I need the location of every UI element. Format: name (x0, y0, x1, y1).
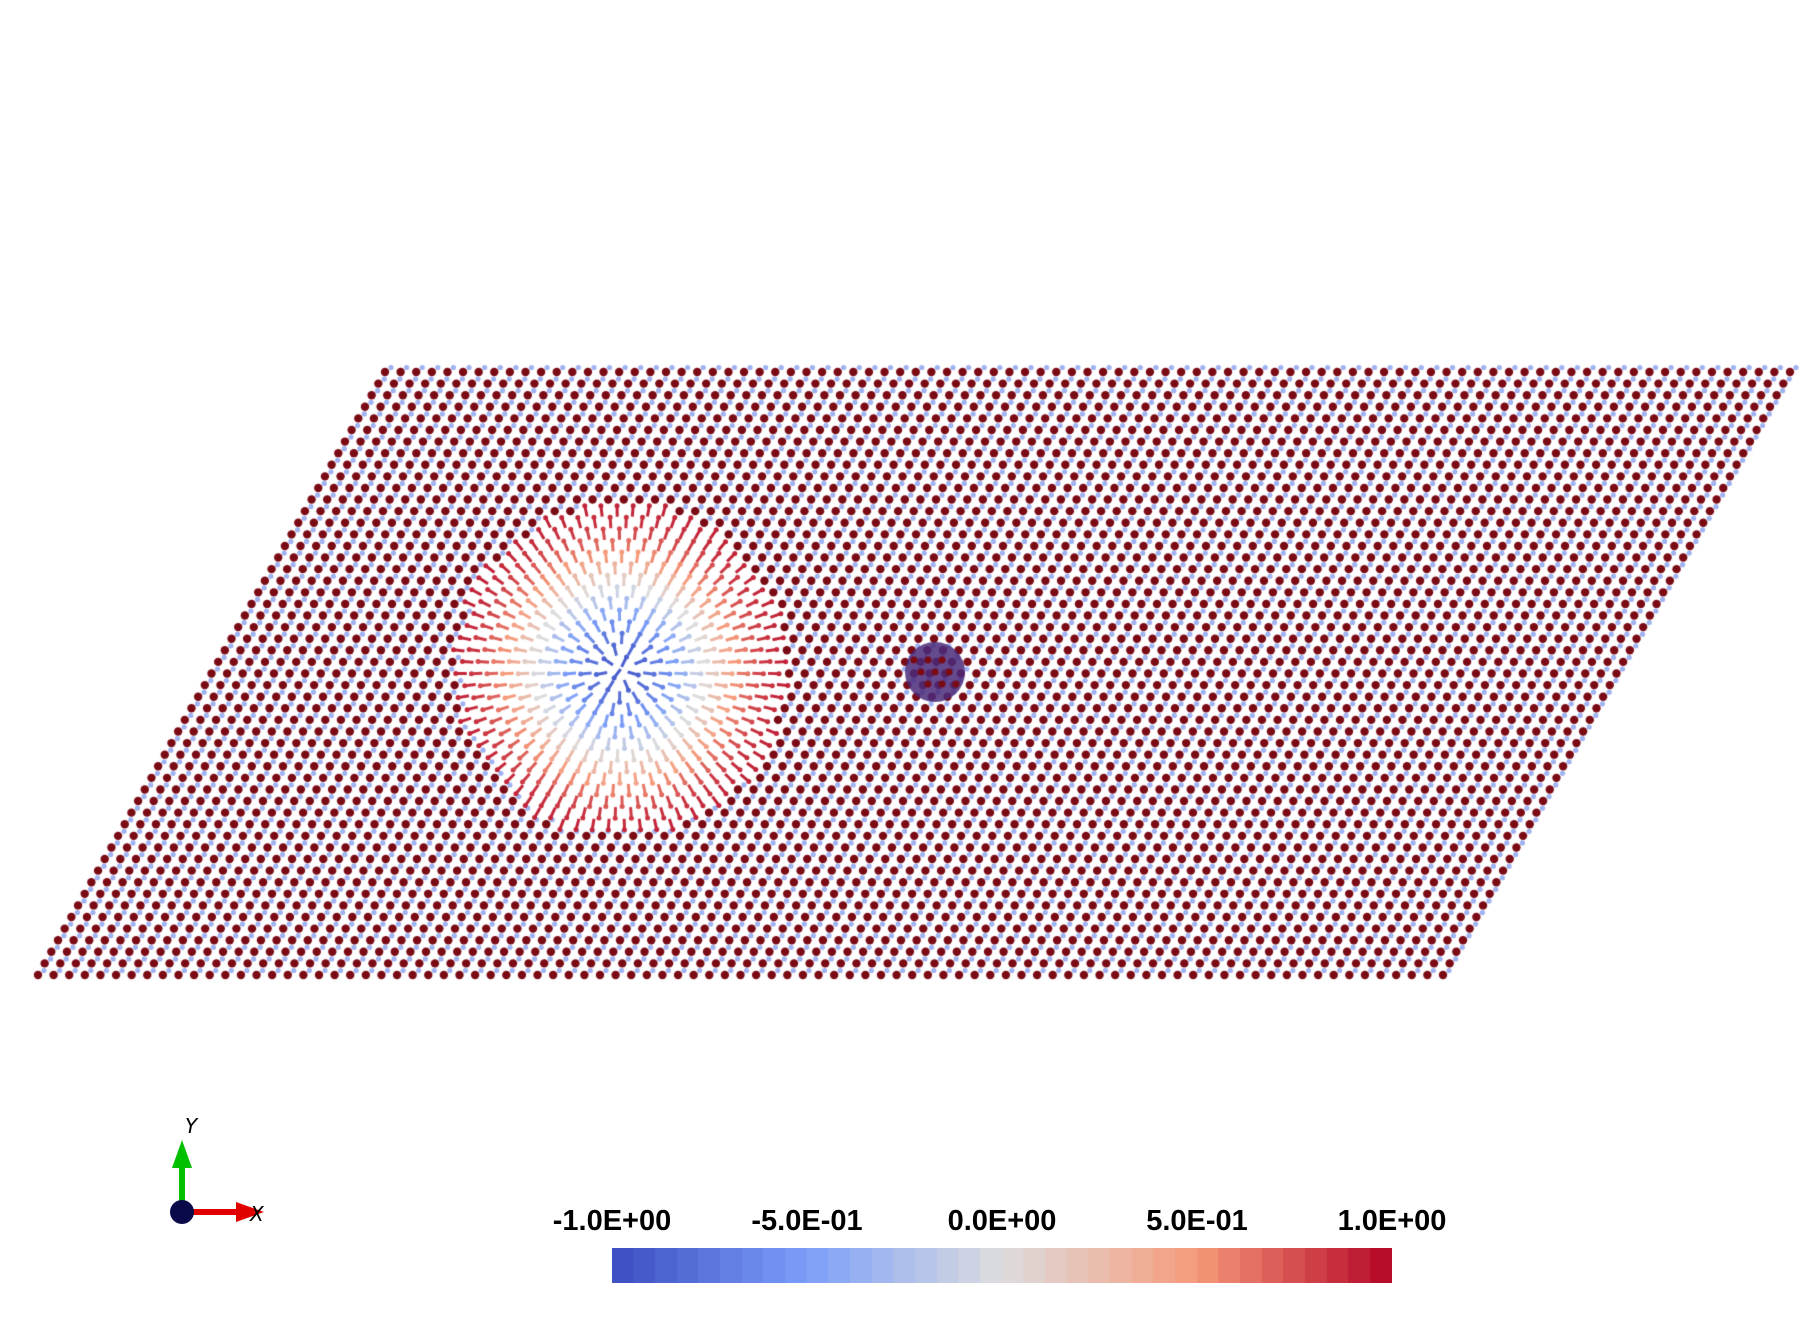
x-axis-arrowhead-icon (236, 1202, 264, 1222)
axes-origin-icon (170, 1200, 194, 1224)
colorbar-tick-label: 0.0E+00 (947, 1205, 1057, 1237)
colorbar-tick-label: 1.0E+00 (1337, 1205, 1447, 1237)
colorbar-tick-label: 5.0E-01 (1146, 1205, 1248, 1237)
colorbar-tick-label: -1.0E+00 (552, 1205, 672, 1237)
axes-triad-icon (170, 1140, 264, 1224)
x-axis-label: X (250, 1202, 264, 1226)
colorbar-tick-label: -5.0E-01 (751, 1205, 863, 1237)
colorbar-tick-labels: -1.0E+00 -5.0E-01 0.0E+00 5.0E-01 1.0E+0… (540, 1205, 1447, 1245)
colorbar-gradient (612, 1248, 1392, 1283)
colorbar-legend: -1.0E+00 -5.0E-01 0.0E+00 5.0E-01 1.0E+0… (540, 1205, 1447, 1305)
y-axis-arrowhead-icon (172, 1140, 192, 1168)
orientation-axes: Y X (150, 1110, 290, 1240)
y-axis-label: Y (185, 1114, 198, 1138)
